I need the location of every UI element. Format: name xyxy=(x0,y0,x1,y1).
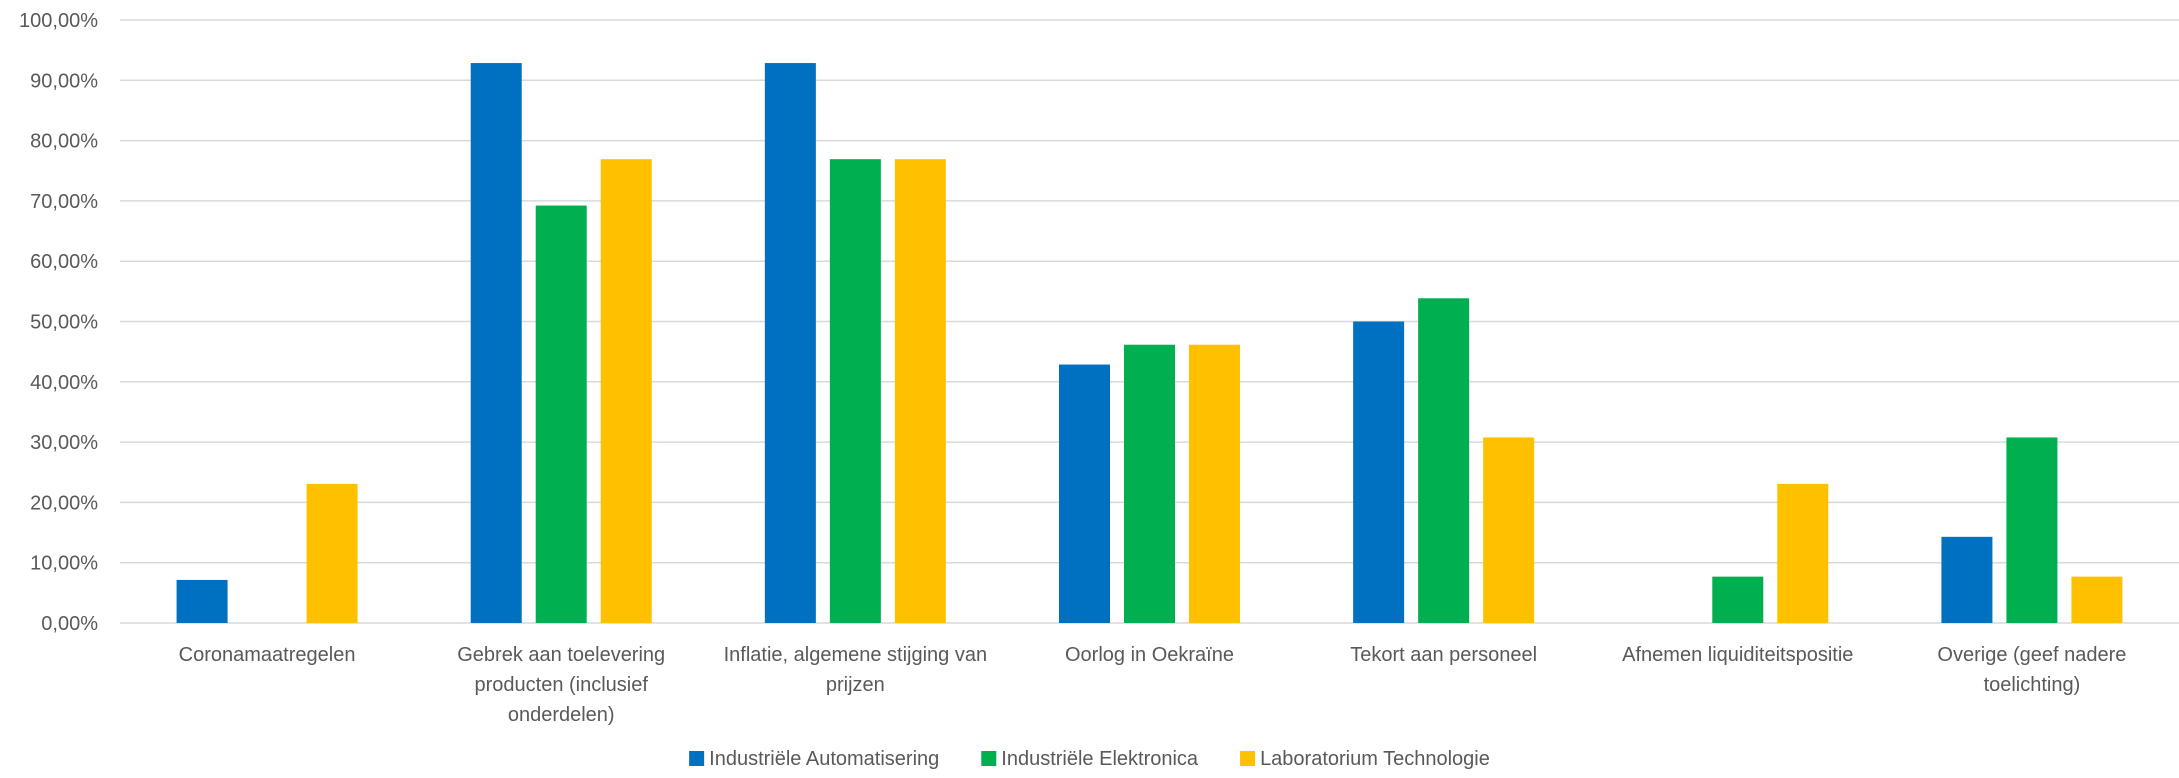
x-tick-label-line: Oorlog in Oekraïne xyxy=(1065,644,1234,666)
bars xyxy=(176,63,2123,624)
y-tick-label: 60,00% xyxy=(30,251,98,273)
x-tick-label-line: Afnemen liquiditeitspositie xyxy=(1622,644,1853,666)
y-tick-label: 10,00% xyxy=(30,553,98,575)
bar xyxy=(2071,576,2123,623)
x-tick-label-line: prijzen xyxy=(826,674,885,696)
x-axis: Coronamaatregelen Gebrek aan toelevering p… xyxy=(179,644,2127,726)
y-tick-label: 0,00% xyxy=(41,613,98,635)
legend-item: Laboratorium Technologie xyxy=(1240,748,1490,770)
x-tick-label: Inflatie, algemene stijging van prijzen xyxy=(724,644,988,696)
x-tick-label-line: toelichting) xyxy=(1984,674,2081,696)
legend-item: Industriële Elektronica xyxy=(981,748,1199,770)
bar xyxy=(1059,364,1110,623)
bar xyxy=(176,579,228,623)
y-tick-label: 100,00% xyxy=(19,10,98,32)
legend-swatch xyxy=(1240,751,1256,766)
x-tick-label-line: onderdelen) xyxy=(508,704,615,726)
bar xyxy=(470,63,522,623)
bar xyxy=(535,205,587,624)
legend-label: Laboratorium Technologie xyxy=(1260,748,1490,770)
x-tick-label: Gebrek aan toelevering producten (inclusi… xyxy=(457,644,665,726)
bar xyxy=(1777,483,1829,623)
x-tick-label-line: Coronamaatregelen xyxy=(179,644,356,666)
bar xyxy=(1124,344,1175,623)
x-tick-label: Overige (geef nadere toelichting) xyxy=(1937,644,2126,696)
y-tick-label: 50,00% xyxy=(30,312,98,334)
x-tick-label-line: Tekort aan personeel xyxy=(1350,644,1537,666)
legend-label: Industriële Automatisering xyxy=(709,748,939,770)
y-tick-label: 20,00% xyxy=(30,492,98,514)
bar xyxy=(764,63,816,623)
bar xyxy=(829,159,881,623)
bar xyxy=(600,159,652,623)
y-tick-label: 90,00% xyxy=(30,70,98,92)
legend: Industriële Automatisering Industriële El… xyxy=(689,748,1490,770)
bar xyxy=(2006,437,2058,623)
y-tick-label: 70,00% xyxy=(30,191,98,213)
x-tick-label-line: Inflatie, algemene stijging van xyxy=(724,644,988,666)
legend-label: Industriële Elektronica xyxy=(1001,748,1199,770)
bar xyxy=(1941,536,1993,623)
legend-swatch xyxy=(689,751,705,766)
y-tick-label: 30,00% xyxy=(30,432,98,454)
legend-item: Industriële Automatisering xyxy=(689,748,939,770)
x-tick-label-line: Gebrek aan toelevering xyxy=(457,644,665,666)
bar xyxy=(1189,344,1240,623)
y-tick-label: 80,00% xyxy=(30,131,98,153)
x-tick-label-line: Overige (geef nadere xyxy=(1937,644,2126,666)
bar xyxy=(1483,437,1535,623)
bar xyxy=(1712,576,1764,623)
y-tick-label: 40,00% xyxy=(30,372,98,394)
x-tick-label: Oorlog in Oekraïne xyxy=(1065,644,1234,666)
bar xyxy=(1353,321,1405,623)
legend-swatch xyxy=(981,751,997,766)
x-tick-label: Tekort aan personeel xyxy=(1350,644,1537,666)
bar xyxy=(306,483,358,623)
x-tick-label-line: producten (inclusief xyxy=(474,674,648,696)
bar xyxy=(894,159,946,623)
x-tick-label: Coronamaatregelen xyxy=(179,644,356,666)
x-tick-label: Afnemen liquiditeitspositie xyxy=(1622,644,1853,666)
y-axis: 0,00% 10,00% 20,00% 30,00% 40,00% 50,00% 60,00… xyxy=(19,10,98,635)
bar xyxy=(1418,298,1470,623)
